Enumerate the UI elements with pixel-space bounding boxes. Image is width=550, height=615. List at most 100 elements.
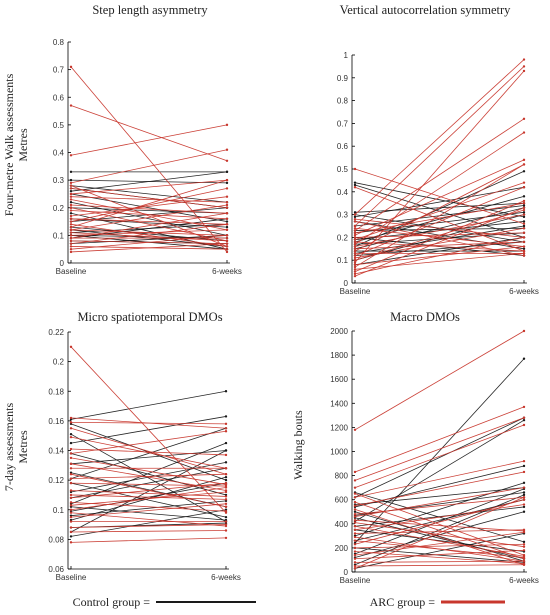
arc-point bbox=[522, 208, 526, 212]
arc-line bbox=[354, 227, 525, 259]
arc-line bbox=[70, 503, 227, 518]
control-point bbox=[522, 215, 526, 219]
y-tick-label: 0 bbox=[60, 259, 65, 268]
arc-point bbox=[225, 203, 229, 207]
arc-point bbox=[224, 495, 228, 498]
arc-line bbox=[354, 330, 525, 431]
arc-point bbox=[225, 206, 229, 209]
control-line bbox=[354, 511, 525, 562]
arc-line bbox=[354, 417, 525, 481]
x-tick-label: 6-weeks bbox=[211, 573, 241, 582]
arc-point bbox=[522, 254, 526, 257]
arc-line bbox=[354, 519, 525, 532]
arc-point bbox=[522, 416, 526, 419]
arc-point bbox=[522, 423, 526, 427]
arc-line bbox=[354, 549, 525, 560]
control-line bbox=[354, 494, 525, 566]
control-point bbox=[522, 418, 526, 422]
control-line bbox=[354, 482, 525, 537]
arc-line bbox=[70, 229, 228, 236]
control-point bbox=[224, 478, 228, 482]
control-point bbox=[224, 461, 228, 464]
arc-line bbox=[354, 186, 525, 257]
control-line bbox=[354, 211, 525, 234]
arc-point bbox=[353, 546, 357, 550]
arc-point bbox=[224, 486, 228, 489]
arc-point bbox=[522, 236, 526, 239]
control-point bbox=[353, 183, 357, 187]
arc-point bbox=[353, 231, 357, 235]
control-line bbox=[70, 482, 227, 518]
arc-point bbox=[522, 69, 526, 73]
arc-point bbox=[69, 236, 73, 240]
y-tick-label: 800 bbox=[335, 472, 349, 481]
control-line bbox=[70, 450, 227, 465]
arc-point bbox=[353, 518, 357, 522]
control-point bbox=[69, 170, 73, 174]
arc-point bbox=[522, 222, 526, 225]
arc-point bbox=[69, 345, 73, 349]
y-tick-label: 0.8 bbox=[337, 97, 349, 106]
arc-line bbox=[354, 564, 525, 567]
arc-line bbox=[70, 427, 227, 475]
arc-point bbox=[522, 496, 526, 499]
y-tick-label: 0.12 bbox=[48, 476, 64, 485]
arc-point bbox=[69, 198, 73, 201]
arc-line bbox=[70, 243, 228, 253]
arc-point bbox=[224, 467, 228, 470]
arc-point bbox=[69, 526, 73, 529]
arc-point bbox=[225, 212, 229, 215]
arc-point bbox=[522, 240, 526, 244]
arc-line bbox=[354, 202, 525, 234]
arc-point bbox=[353, 550, 357, 553]
legend-control-label: Control group = bbox=[73, 595, 151, 609]
arc-point bbox=[353, 508, 357, 511]
arc-point bbox=[225, 217, 229, 220]
arc-line bbox=[354, 560, 525, 563]
y-tick-label: 0.06 bbox=[48, 565, 64, 574]
arc-point bbox=[69, 195, 73, 198]
y-tick-label: 1000 bbox=[330, 448, 348, 457]
x-tick-label: 6-weeks bbox=[509, 576, 539, 585]
arc-point bbox=[353, 274, 357, 278]
y-tick-label: 0.08 bbox=[48, 535, 64, 544]
arc-point bbox=[225, 159, 229, 162]
arc-line bbox=[70, 490, 227, 497]
arc-line bbox=[354, 540, 525, 558]
control-point bbox=[522, 540, 526, 544]
arc-line bbox=[354, 70, 525, 263]
arc-point bbox=[225, 195, 229, 198]
arc-point bbox=[69, 234, 73, 237]
arc-point bbox=[69, 489, 73, 492]
control-point bbox=[69, 441, 73, 445]
arc-point bbox=[522, 470, 526, 474]
control-point bbox=[225, 220, 229, 223]
y-tick-label: 0.22 bbox=[48, 328, 64, 337]
arc-point bbox=[522, 486, 526, 489]
arc-point bbox=[353, 247, 357, 250]
y-tick-label: 0 bbox=[344, 568, 349, 577]
arc-point bbox=[353, 220, 357, 223]
chart-title: Micro spatiotemporal DMOs bbox=[77, 310, 222, 324]
arc-point bbox=[353, 535, 357, 539]
arc-point bbox=[353, 249, 357, 253]
y-tick-label: 0.1 bbox=[337, 256, 349, 265]
arc-point bbox=[69, 245, 73, 248]
arc-point bbox=[353, 479, 357, 482]
control-line bbox=[354, 488, 525, 555]
control-point bbox=[224, 390, 228, 393]
arc-point bbox=[522, 199, 526, 203]
arc-point bbox=[69, 214, 73, 218]
arc-point bbox=[353, 486, 357, 489]
arc-point bbox=[69, 65, 73, 69]
arc-line bbox=[354, 118, 525, 231]
arc-point bbox=[69, 154, 73, 157]
arc-line bbox=[354, 522, 525, 548]
arc-point bbox=[353, 515, 357, 518]
arc-point bbox=[69, 184, 73, 187]
arc-point bbox=[522, 58, 526, 61]
arc-line bbox=[354, 531, 525, 556]
arc-point bbox=[353, 500, 357, 504]
panel-micro-spatiotemporal-dmos: Micro spatiotemporal DMOs 0.06 0.08 0.1 0.1… bbox=[48, 310, 240, 582]
arc-point bbox=[69, 416, 73, 420]
